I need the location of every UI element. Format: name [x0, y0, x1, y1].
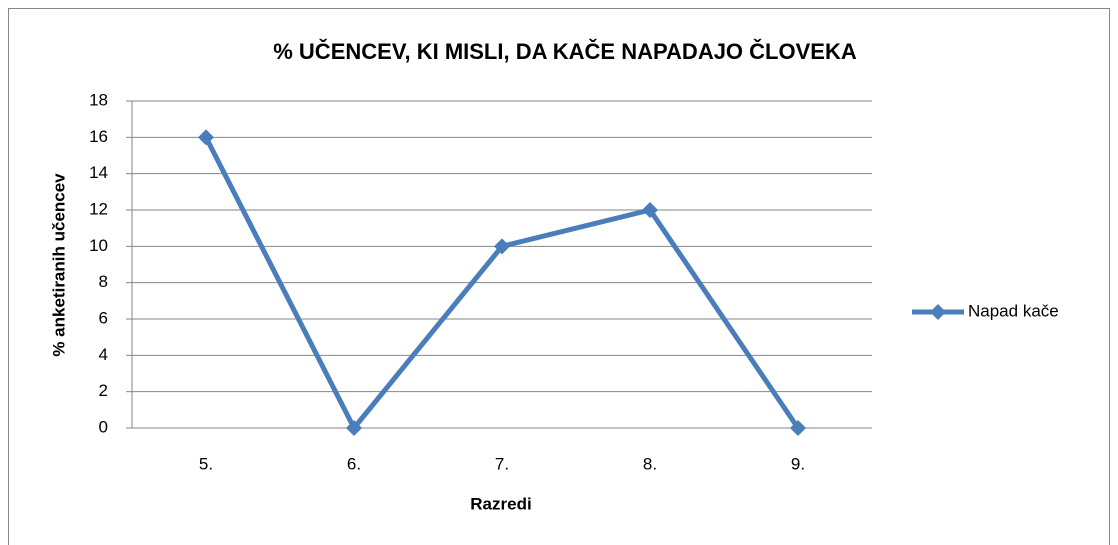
y-tick-label: 14: [89, 163, 108, 182]
x-axis-title: Razredi: [470, 494, 531, 513]
data-point: [346, 420, 362, 436]
chart-frame: [8, 8, 1110, 545]
x-tick-label: 6.: [347, 454, 361, 473]
y-tick-label: 4: [99, 345, 108, 364]
y-tick-label: 2: [99, 381, 108, 400]
y-tick-label: 18: [89, 90, 108, 109]
x-tick-label: 7.: [495, 454, 509, 473]
y-tick-label: 8: [99, 272, 108, 291]
y-tick-label: 12: [89, 199, 108, 218]
y-tick-label: 0: [99, 417, 108, 436]
x-tick-label: 5.: [199, 454, 213, 473]
data-point: [494, 238, 510, 255]
legend-label: Napad kače: [968, 301, 1059, 320]
legend-marker: [930, 304, 946, 320]
chart-title: % UČENCEV, KI MISLI, DA KAČE NAPADAJO ČL…: [273, 39, 857, 64]
y-tick-label: 16: [89, 127, 108, 146]
data-point: [198, 129, 214, 146]
y-tick-label: 10: [89, 236, 108, 255]
x-tick-label: 9.: [791, 454, 805, 473]
y-axis-title: % anketiranih učencev: [49, 173, 68, 357]
data-point: [790, 420, 806, 436]
y-tick-label: 6: [99, 308, 108, 327]
data-point: [642, 202, 658, 218]
x-tick-label: 8.: [643, 454, 657, 473]
